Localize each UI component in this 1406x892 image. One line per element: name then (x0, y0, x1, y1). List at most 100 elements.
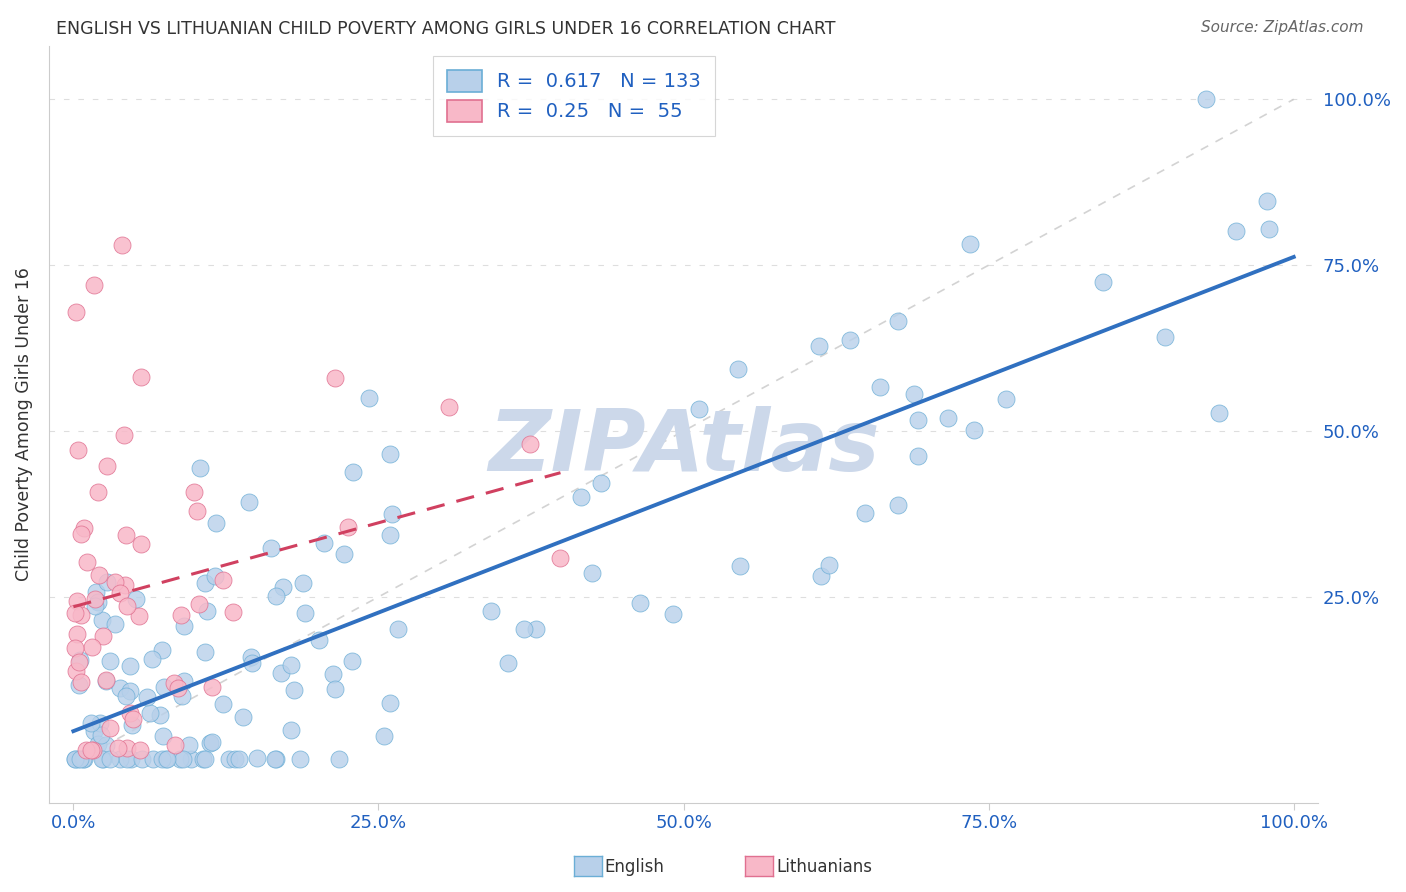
Point (114, 577, 136, 591)
Point (1225, 224, 1247, 238)
Point (887, 498, 910, 512)
Point (94, 673, 117, 688)
Point (359, 392, 381, 406)
Point (180, 752, 202, 766)
Point (67, 678, 90, 692)
Point (83, 724, 105, 739)
Point (280, 658, 302, 673)
Point (218, 752, 240, 766)
Point (107, 741, 129, 756)
Point (98, 721, 121, 735)
Point (104, 575, 127, 590)
Point (266, 589, 288, 603)
Point (662, 607, 685, 621)
Point (869, 380, 891, 394)
Point (149, 708, 172, 723)
Point (292, 575, 315, 590)
Point (63, 752, 86, 766)
Y-axis label: Child Poverty Among Girls Under 16: Child Poverty Among Girls Under 16 (15, 268, 32, 582)
Point (283, 683, 305, 698)
Point (90, 728, 112, 742)
Point (84, 585, 107, 599)
Point (150, 643, 173, 657)
Point (80, 716, 103, 731)
Point (1258, 222, 1281, 236)
Point (120, 659, 142, 673)
Point (73, 752, 96, 766)
Point (75, 742, 97, 756)
Point (70, 675, 93, 690)
Point (1195, 92, 1218, 106)
Point (524, 623, 547, 637)
Point (112, 428, 135, 442)
Point (323, 371, 346, 385)
Point (628, 596, 651, 610)
Point (142, 752, 165, 766)
Point (280, 723, 302, 738)
Point (228, 752, 250, 766)
Point (155, 752, 177, 766)
Point (69, 752, 91, 766)
Point (201, 680, 224, 694)
Point (65, 752, 87, 766)
Point (152, 752, 174, 766)
Point (66, 752, 89, 766)
Point (141, 652, 163, 666)
Point (183, 484, 205, 499)
Point (65, 593, 87, 607)
Point (170, 608, 193, 623)
Point (96, 738, 118, 752)
Point (129, 537, 152, 551)
Point (246, 751, 269, 765)
Point (139, 706, 162, 720)
Point (65, 606, 87, 620)
Point (959, 237, 981, 252)
Point (76, 555, 98, 569)
Point (1154, 330, 1177, 344)
Point (91, 752, 114, 766)
Point (69, 653, 91, 667)
Point (115, 752, 138, 766)
Point (1208, 406, 1230, 420)
Point (239, 650, 262, 665)
Point (91, 629, 114, 643)
Point (121, 718, 143, 732)
Point (936, 411, 959, 425)
Point (84, 599, 107, 613)
Point (91, 752, 114, 766)
Point (131, 752, 153, 766)
Point (314, 536, 336, 550)
Point (173, 674, 195, 689)
Point (496, 656, 519, 670)
Point (907, 449, 929, 463)
Point (589, 476, 612, 491)
Point (65, 304, 87, 318)
Point (63, 640, 86, 655)
Point (193, 752, 215, 766)
Point (125, 592, 148, 607)
Point (96, 459, 118, 474)
Point (581, 566, 603, 580)
Point (198, 736, 221, 750)
Text: ENGLISH VS LITHUANIAN CHILD POVERTY AMONG GIRLS UNDER 16 CORRELATION CHART: ENGLISH VS LITHUANIAN CHILD POVERTY AMON… (56, 20, 835, 37)
Point (156, 752, 179, 766)
Point (810, 568, 832, 582)
Text: ZIPAtlas: ZIPAtlas (488, 406, 879, 489)
Point (118, 684, 141, 698)
Point (212, 697, 235, 711)
Point (87, 484, 110, 499)
Point (333, 548, 356, 562)
Point (212, 574, 235, 588)
Point (569, 490, 592, 504)
Point (129, 742, 152, 756)
Point (519, 437, 541, 451)
Point (173, 619, 195, 633)
Point (67, 656, 90, 670)
Point (87, 737, 110, 751)
Point (886, 314, 908, 328)
Point (294, 607, 316, 621)
Point (170, 690, 193, 704)
Legend: R =  0.617   N = 133, R =  0.25   N =  55: R = 0.617 N = 133, R = 0.25 N = 55 (433, 56, 714, 136)
Point (169, 752, 191, 766)
Point (70, 607, 93, 622)
